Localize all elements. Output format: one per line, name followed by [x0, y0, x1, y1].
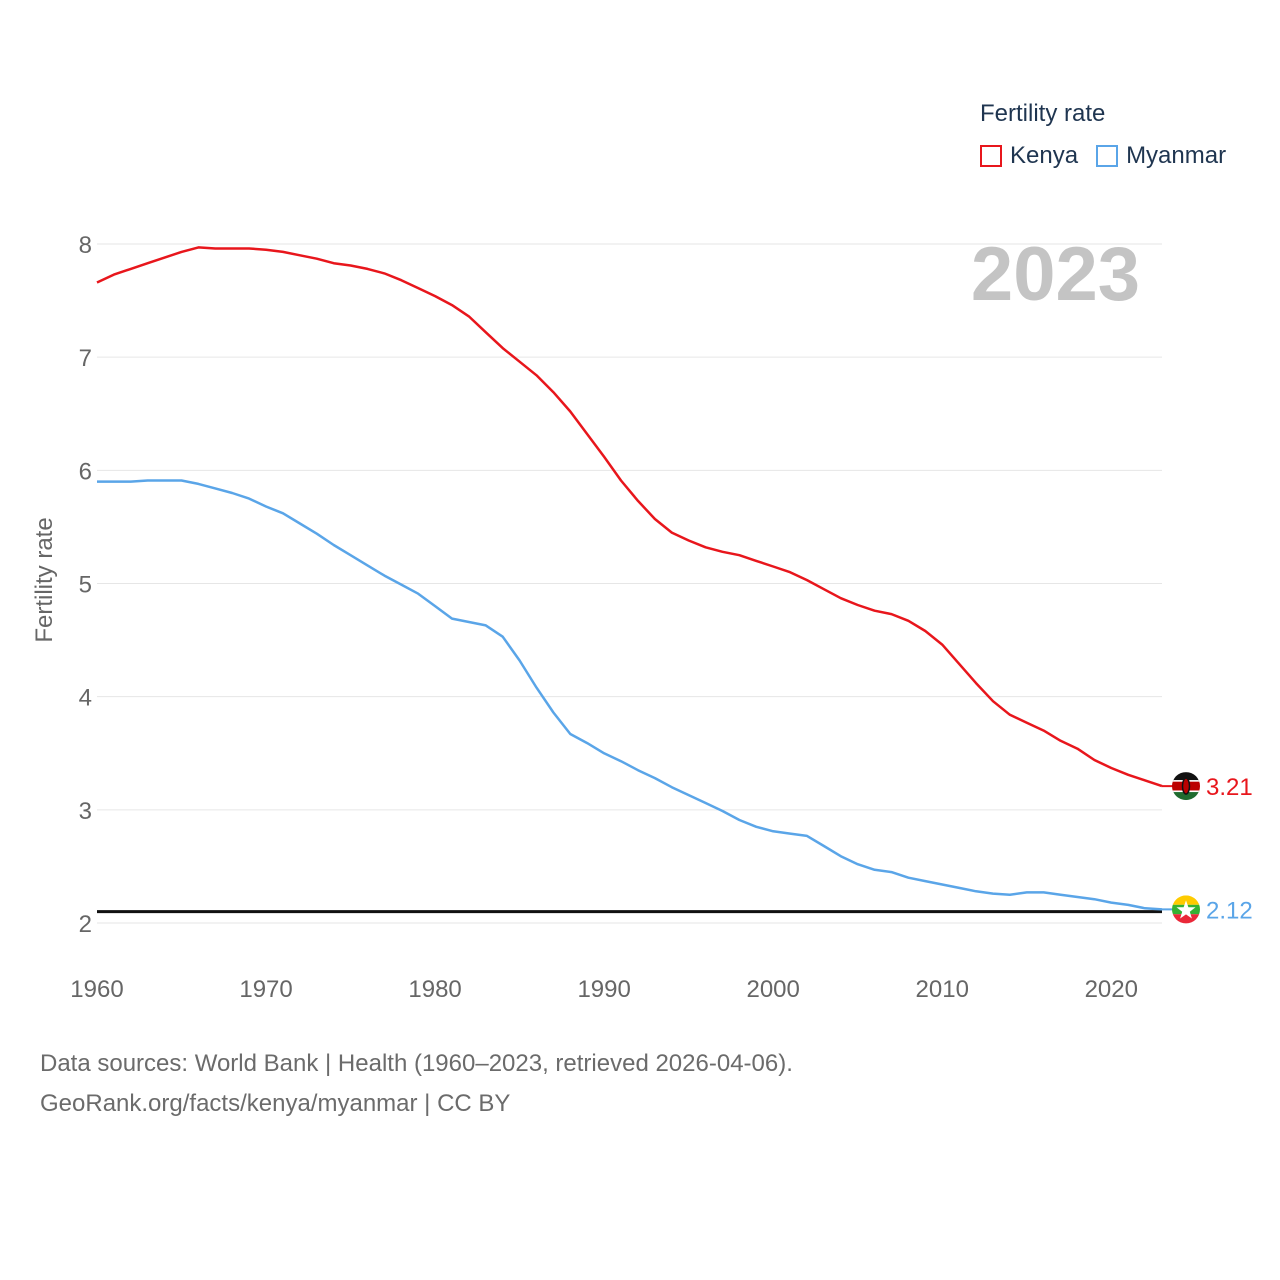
- end-value-label-myanmar: 2.12: [1206, 897, 1253, 924]
- series-group: [96, 246, 1163, 911]
- x-tick-label: 2020: [1085, 976, 1138, 1003]
- series-line-myanmar[interactable]: [97, 479, 1163, 911]
- data-sources: Data sources: World Bank | Health (1960–…: [40, 1044, 793, 1124]
- flag-myanmar-icon: [1172, 895, 1200, 924]
- legend-swatch-kenya: [980, 145, 1002, 167]
- sources-line-1: Data sources: World Bank | Health (1960–…: [40, 1050, 793, 1077]
- y-tick-label: 6: [79, 458, 92, 485]
- y-tick-label: 3: [79, 798, 92, 825]
- legend-swatch-myanmar: [1096, 145, 1119, 167]
- legend-title: Fertility rate: [980, 100, 1106, 127]
- y-axis: 2 3 4 5 6 7 8: [79, 232, 92, 938]
- sources-line-2: GeoRank.org/facts/kenya/myanmar | CC BY: [40, 1090, 511, 1117]
- y-tick-label: 7: [79, 345, 92, 372]
- x-tick-label: 2000: [746, 976, 799, 1003]
- x-tick-label: 1970: [239, 976, 292, 1003]
- grid: [97, 243, 1162, 924]
- legend: Kenya Myanmar: [980, 142, 1244, 170]
- x-tick-label: 1980: [408, 976, 461, 1003]
- x-tick-label: 2010: [916, 976, 969, 1003]
- legend-label-kenya: Kenya: [1010, 142, 1079, 169]
- series-line-kenya[interactable]: [96, 246, 1163, 788]
- x-tick-label: 1960: [70, 976, 123, 1003]
- y-tick-label: 8: [79, 232, 92, 259]
- y-tick-label: 4: [79, 685, 92, 712]
- year-label: 2023: [971, 232, 1140, 317]
- end-markers: 3.21 2.12: [1162, 772, 1253, 924]
- end-value-label-kenya: 3.21: [1206, 774, 1253, 801]
- x-axis: 1960 1970 1980 1990 2000 2010 2020: [70, 976, 1138, 1003]
- y-tick-label: 2: [79, 911, 92, 938]
- x-tick-label: 1990: [577, 976, 630, 1003]
- y-axis-label: Fertility rate: [31, 517, 58, 642]
- flag-kenya-icon: [1172, 772, 1200, 801]
- y-tick-label: 5: [79, 572, 92, 599]
- legend-label-myanmar: Myanmar: [1126, 142, 1227, 169]
- legend-item-myanmar[interactable]: Myanmar: [1096, 142, 1226, 170]
- legend-item-kenya[interactable]: Kenya: [980, 142, 1078, 170]
